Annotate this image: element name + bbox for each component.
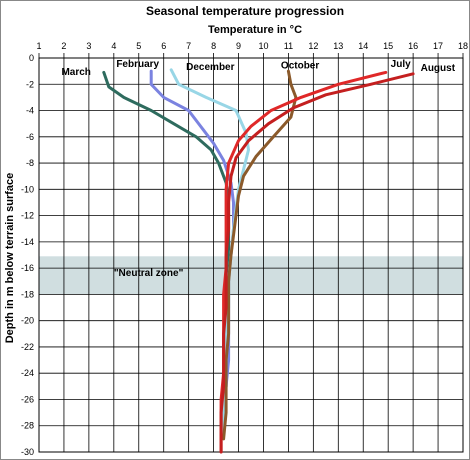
x-tick-label: 12	[308, 41, 318, 51]
x-tick-label: 11	[284, 41, 293, 51]
y-tick-label: -30	[21, 447, 34, 457]
series-label-december: December	[186, 62, 234, 73]
y-tick-label: -14	[21, 237, 34, 247]
y-tick-label: -20	[21, 316, 34, 326]
y-tick-label: 0	[29, 53, 34, 63]
y-axis-title: Depth in m below terrain surface	[4, 173, 16, 344]
x-tick-label: 7	[186, 41, 191, 51]
x-tick-label: 5	[136, 41, 141, 51]
series-label-july: July	[391, 59, 411, 70]
x-tick-label: 3	[86, 41, 91, 51]
x-tick-label: 6	[161, 41, 166, 51]
neutral-zone-label: "Neutral zone"	[114, 268, 184, 279]
x-axis-title: Temperature in °C	[208, 24, 302, 36]
x-tick-label: 18	[458, 41, 468, 51]
series-label-august: August	[421, 63, 456, 74]
series-label-february: February	[116, 59, 159, 70]
series-label-october: October	[281, 61, 319, 72]
y-tick-label: -26	[21, 394, 34, 404]
series-label-march: March	[61, 67, 90, 78]
y-tick-label: -6	[26, 132, 34, 142]
plot-border	[38, 57, 464, 453]
y-tick-label: -16	[21, 263, 34, 273]
x-tick-label: 9	[236, 41, 241, 51]
y-tick-label: -2	[26, 79, 34, 89]
x-tick-label: 14	[358, 41, 368, 51]
y-tick-label: -12	[21, 211, 34, 221]
x-tick-label: 15	[383, 41, 393, 51]
x-tick-label: 13	[333, 41, 343, 51]
x-tick-label: 1	[36, 41, 41, 51]
y-tick-label: -4	[26, 106, 34, 116]
y-tick-label: -18	[21, 289, 34, 299]
y-tick-label: -8	[26, 158, 34, 168]
chart-title: Seasonal temperature progression	[146, 4, 344, 18]
y-tick-label: -24	[21, 368, 34, 378]
y-tick-label: -22	[21, 342, 34, 352]
neutral-zone-band	[39, 256, 463, 295]
series-line-august	[219, 72, 415, 454]
x-tick-label: 10	[258, 41, 268, 51]
x-tick-label: 4	[111, 41, 116, 51]
x-tick-label: 17	[433, 41, 443, 51]
y-tick-label: -28	[21, 421, 34, 431]
series-line-february	[149, 69, 235, 437]
series-line-october	[222, 69, 298, 441]
x-tick-label: 16	[408, 41, 418, 51]
x-tick-label: 2	[61, 41, 66, 51]
y-tick-label: -10	[21, 184, 34, 194]
x-tick-label: 8	[211, 41, 216, 51]
